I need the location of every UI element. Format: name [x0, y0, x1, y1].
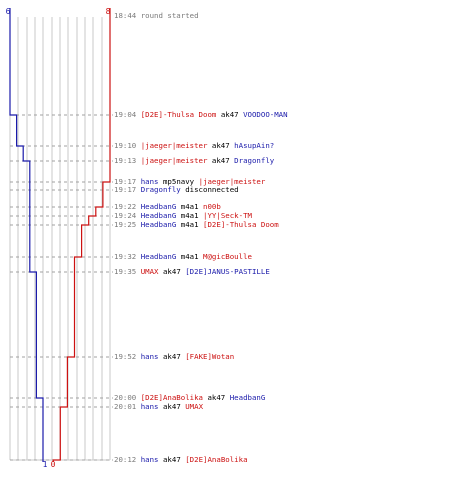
event-victim: [D2E]JANUS-PASTILLE: [185, 267, 270, 276]
event-weapon: m4a1: [180, 220, 199, 229]
event-actor: [D2E]AnaBolika: [140, 393, 203, 402]
event-victim: HeadbanG: [229, 393, 266, 402]
event-actor: hans: [140, 455, 159, 464]
event-victim: |jaeger|meister: [198, 177, 266, 186]
event-row: 19:13 |jaeger|meister ak47 Dragonfly: [114, 155, 274, 166]
event-victim: M@gicBoulle: [203, 252, 252, 261]
event-row: 19:10 |jaeger|meister ak47 hAsupAin?: [114, 140, 274, 151]
blue-team-end-count: 1: [43, 460, 48, 469]
event-victim: Dragonfly: [234, 156, 275, 165]
event-time: 20:01: [114, 402, 137, 411]
event-actor: |jaeger|meister: [140, 156, 208, 165]
grid-layer: [9, 17, 111, 461]
event-weapon: ak47: [220, 110, 239, 119]
event-weapon: disconnected: [185, 185, 239, 194]
event-time: 19:10: [114, 141, 137, 150]
event-weapon: ak47: [162, 267, 181, 276]
event-row: 20:00 [D2E]AnaBolika ak47 HeadbanG: [114, 392, 265, 403]
event-actor: UMAX: [140, 267, 159, 276]
event-weapon: m4a1: [180, 211, 199, 220]
blue-team-start-count: 6: [6, 7, 11, 16]
guide-layer: [10, 114, 113, 461]
blue-team-alive-line: [9, 8, 44, 462]
event-weapon: ak47: [162, 352, 181, 361]
event-victim: UMAX: [185, 402, 204, 411]
event-victim: |YY|Seck-TM: [203, 211, 252, 220]
event-weapon: m4a1: [180, 252, 199, 261]
event-time: 19:25: [114, 220, 137, 229]
event-victim: n00b: [203, 202, 221, 211]
event-time: 19:17: [114, 185, 137, 194]
event-weapon: ak47: [162, 455, 181, 464]
event-actor: HeadbanG: [140, 220, 177, 229]
event-time: 19:17: [114, 177, 137, 186]
event-time: 19:22: [114, 202, 137, 211]
event-row: 19:04 [D2E]-Thulsa Doom ak47 VOODOO-MAN: [114, 109, 288, 120]
event-time: 20:12: [114, 455, 137, 464]
event-victim: [D2E]AnaBolika: [185, 455, 248, 464]
event-actor: round started: [140, 11, 199, 20]
event-weapon: m4a1: [180, 202, 199, 211]
red-team-alive-line: [52, 8, 111, 462]
event-victim: [D2E]-Thulsa Doom: [203, 220, 279, 229]
event-row: 18:44 round started: [114, 10, 203, 21]
event-time: 19:24: [114, 211, 137, 220]
event-time: 19:35: [114, 267, 137, 276]
event-row: 19:52 hans ak47 [FAKE]Wotan: [114, 351, 234, 362]
red-team-start-count: 8: [106, 7, 111, 16]
event-time: 19:32: [114, 252, 137, 261]
event-weapon: ak47: [162, 402, 181, 411]
event-actor: HeadbanG: [140, 202, 177, 211]
event-weapon: ak47: [211, 141, 230, 150]
event-actor: HeadbanG: [140, 211, 177, 220]
red-team-end-count: 0: [51, 460, 56, 469]
event-row: 19:25 HeadbanG m4a1 [D2E]-Thulsa Doom: [114, 219, 279, 230]
event-time: 19:13: [114, 156, 137, 165]
event-victim: [FAKE]Wotan: [185, 352, 235, 361]
event-victim: hAsupAin?: [234, 141, 275, 150]
event-row: 19:35 UMAX ak47 [D2E]JANUS-PASTILLE: [114, 266, 270, 277]
event-actor: hans: [140, 402, 159, 411]
event-time: 20:00: [114, 393, 137, 402]
event-time: 18:44: [114, 11, 137, 20]
event-actor: [D2E]-Thulsa Doom: [140, 110, 217, 119]
event-actor: hans: [140, 352, 159, 361]
event-weapon: ak47: [207, 393, 226, 402]
event-time: 19:04: [114, 110, 137, 119]
event-weapon: mp5navy: [162, 177, 195, 186]
event-victim: VOODOO-MAN: [243, 110, 288, 119]
event-weapon: ak47: [211, 156, 230, 165]
event-row: 19:17 Dragonfly disconnected: [114, 184, 243, 195]
event-row: 20:01 hans ak47 UMAX: [114, 401, 203, 412]
event-row: 19:24 HeadbanG m4a1 |YY|Seck-TM: [114, 210, 252, 221]
event-row: 19:22 HeadbanG m4a1 n00b: [114, 201, 221, 212]
event-row: 19:17 hans mp5navy |jaeger|meister: [114, 176, 265, 187]
event-actor: Dragonfly: [140, 185, 181, 194]
event-time: 19:52: [114, 352, 137, 361]
step-layer: [9, 8, 111, 462]
event-actor: hans: [140, 177, 159, 186]
event-actor: |jaeger|meister: [140, 141, 208, 150]
event-row: 20:12 hans ak47 [D2E]AnaBolika: [114, 454, 248, 465]
event-actor: HeadbanG: [140, 252, 177, 261]
event-row: 19:32 HeadbanG m4a1 M@gicBoulle: [114, 251, 252, 262]
